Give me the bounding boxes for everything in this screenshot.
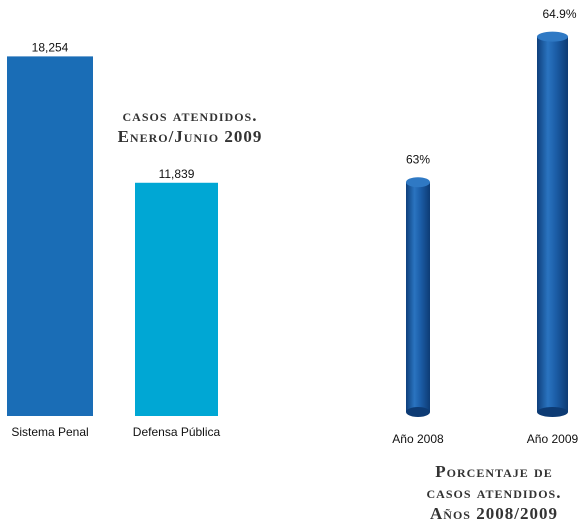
bar [7,56,93,416]
cylinder-top [406,177,430,188]
category-label: Año 2008 [392,432,444,446]
value-label: 63% [406,152,430,166]
cylinder-top [537,31,568,42]
category-label: Defensa Pública [133,425,221,439]
chart-title: Enero/Junio 2009 [118,127,263,146]
chart-title: Años 2008/2009 [430,504,558,523]
cylinder [406,182,430,412]
value-label: 18,254 [32,41,69,55]
chart-title: casos atendidos. [427,483,562,502]
cylinder-base [406,407,430,417]
cylinder [537,36,568,412]
category-label: Sistema Penal [11,425,88,439]
bar [135,182,218,416]
chart-title: casos atendidos. [123,106,258,125]
chart-title: Porcentaje de [435,462,552,481]
cylinder-base [537,407,568,417]
value-label: 11,839 [159,167,195,181]
value-label: 64.9% [542,7,576,21]
category-label: Año 2009 [527,432,579,446]
